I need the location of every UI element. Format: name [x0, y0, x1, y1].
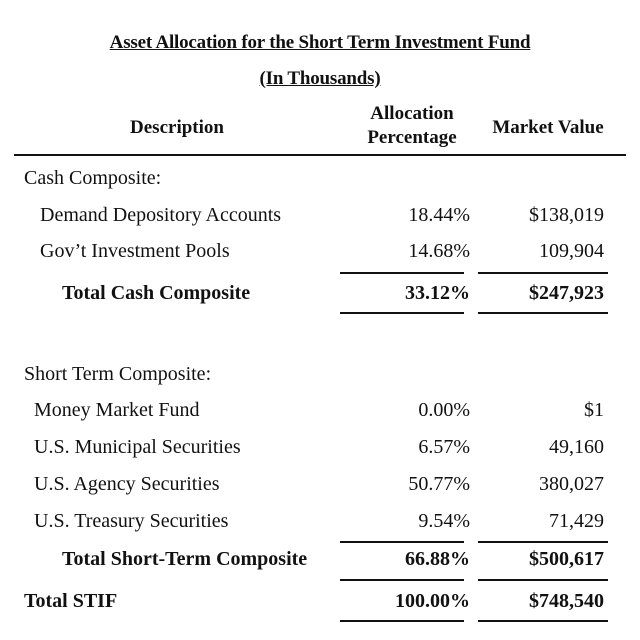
row-percentage: 9.54%	[418, 510, 470, 532]
row-percentage: 14.68%	[408, 240, 470, 262]
value-grand-total-rule	[478, 620, 608, 622]
grand-total-percentage: 100.00%	[395, 590, 470, 612]
table-title: Asset Allocation for the Short Term Inve…	[109, 32, 531, 53]
value-subtotal-rule	[478, 541, 608, 543]
total-row-short-term: Total Short-Term Composite 66.88% $500,6…	[0, 548, 640, 578]
row-percentage: 18.44%	[408, 204, 470, 226]
grand-total-market-value: $748,540	[529, 590, 604, 612]
row-percentage: 0.00%	[418, 399, 470, 421]
total-percentage: 33.12%	[405, 282, 470, 304]
total-market-value: $500,617	[529, 548, 604, 570]
header-market-value: Market Value	[492, 117, 604, 138]
row-percentage: 50.77%	[408, 473, 470, 495]
pct-total-rule	[340, 579, 464, 581]
row-label: Money Market Fund	[34, 399, 200, 421]
grand-total-row: Total STIF 100.00% $748,540	[0, 590, 640, 620]
section-heading-short-term: Short Term Composite:	[0, 363, 640, 393]
total-market-value: $247,923	[529, 282, 604, 304]
header-rule	[14, 154, 626, 156]
table-row: U.S. Agency Securities 50.77% 380,027	[0, 473, 640, 503]
section-heading-label: Short Term Composite:	[24, 363, 212, 385]
value-total-rule	[478, 579, 608, 581]
section-heading-label: Cash Composite:	[24, 167, 162, 189]
table-row: Money Market Fund 0.00% $1	[0, 399, 640, 429]
value-subtotal-rule	[478, 272, 608, 274]
total-row-cash: Total Cash Composite 33.12% $247,923	[0, 282, 640, 312]
total-label: Total Cash Composite	[62, 282, 251, 304]
header-description: Description	[130, 117, 224, 138]
pct-grand-total-rule	[340, 620, 464, 622]
total-label: Total Short-Term Composite	[62, 548, 308, 570]
row-label: Gov’t Investment Pools	[40, 240, 230, 262]
row-market-value: $138,019	[529, 204, 604, 226]
table-row: Gov’t Investment Pools 14.68% 109,904	[0, 240, 640, 270]
pct-subtotal-rule	[340, 272, 464, 274]
value-total-rule	[478, 312, 608, 314]
row-label: Demand Depository Accounts	[40, 204, 282, 226]
section-heading-cash: Cash Composite:	[0, 167, 640, 197]
grand-total-label: Total STIF	[24, 590, 118, 612]
pct-total-rule	[340, 312, 464, 314]
table-subtitle: (In Thousands)	[259, 68, 381, 89]
total-percentage: 66.88%	[405, 548, 470, 570]
row-market-value: 109,904	[539, 240, 604, 262]
table-row: Demand Depository Accounts 18.44% $138,0…	[0, 204, 640, 234]
header-allocation-line2: Percentage	[367, 127, 457, 148]
table-row: U.S. Municipal Securities 6.57% 49,160	[0, 436, 640, 466]
row-percentage: 6.57%	[418, 436, 470, 458]
row-market-value: 71,429	[549, 510, 604, 532]
row-label: U.S. Treasury Securities	[34, 510, 229, 532]
header-allocation-line1: Allocation	[370, 103, 454, 124]
row-market-value: $1	[584, 399, 604, 421]
row-market-value: 380,027	[539, 473, 604, 495]
header-allocation: Allocation Percentage	[352, 102, 472, 150]
table-row: U.S. Treasury Securities 9.54% 71,429	[0, 510, 640, 540]
row-label: U.S. Municipal Securities	[34, 436, 241, 458]
pct-subtotal-rule	[340, 541, 464, 543]
row-label: U.S. Agency Securities	[34, 473, 220, 495]
row-market-value: 49,160	[549, 436, 604, 458]
